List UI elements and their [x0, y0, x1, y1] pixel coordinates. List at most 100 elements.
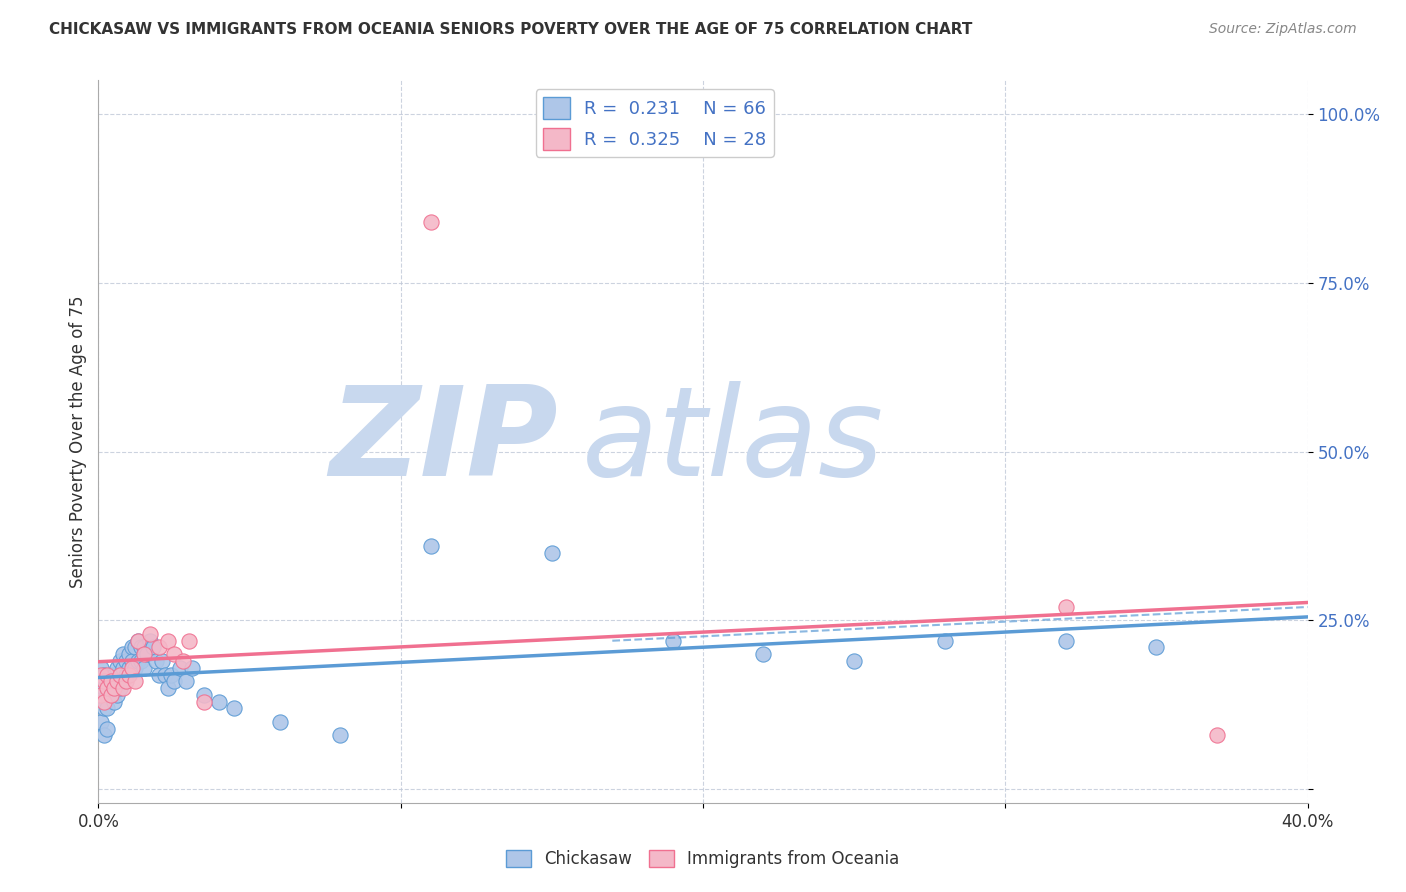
Point [193, 694, 215, 708]
Point [93, 667, 115, 681]
Point [105, 674, 128, 689]
Point [118, 667, 141, 681]
Point [420, 539, 443, 553]
Point [181, 661, 204, 675]
Point [179, 633, 201, 648]
Point [111, 681, 134, 695]
Point [127, 633, 149, 648]
Point [114, 667, 136, 681]
Point [269, 714, 291, 729]
Point [124, 661, 146, 675]
Legend: Chickasaw, Immigrants from Oceania: Chickasaw, Immigrants from Oceania [499, 843, 907, 875]
Point [121, 640, 143, 655]
Point [153, 667, 176, 681]
Point [160, 667, 183, 681]
Point [96, 674, 118, 689]
Point [108, 667, 131, 681]
Point [1206, 728, 1229, 742]
Point [156, 681, 179, 695]
Point [172, 654, 194, 668]
Point [100, 667, 122, 681]
Point [121, 654, 143, 668]
Point [93, 728, 115, 742]
Point [103, 681, 125, 695]
Point [111, 661, 134, 675]
Point [90, 681, 112, 695]
Point [96, 722, 118, 736]
Point [96, 701, 118, 715]
Point [661, 633, 683, 648]
Point [135, 647, 157, 661]
Point [127, 633, 149, 648]
Point [1144, 640, 1167, 655]
Point [752, 647, 775, 661]
Point [108, 654, 131, 668]
Point [90, 661, 112, 675]
Point [100, 688, 122, 702]
Point [114, 654, 136, 668]
Point [1054, 599, 1077, 614]
Point [150, 654, 173, 668]
Point [156, 633, 179, 648]
Point [420, 215, 443, 229]
Text: atlas: atlas [582, 381, 884, 502]
Point [121, 661, 143, 675]
Point [90, 667, 112, 681]
Point [208, 694, 231, 708]
Point [193, 688, 215, 702]
Point [148, 667, 170, 681]
Point [224, 701, 246, 715]
Point [90, 688, 112, 702]
Point [100, 674, 122, 689]
Point [111, 674, 134, 689]
Point [111, 647, 134, 661]
Point [132, 661, 155, 675]
Point [118, 661, 141, 675]
Point [103, 694, 125, 708]
Point [124, 640, 146, 655]
Point [103, 681, 125, 695]
Point [540, 546, 562, 560]
Point [108, 681, 131, 695]
Point [105, 661, 128, 675]
Point [105, 674, 128, 689]
Point [174, 674, 197, 689]
Text: Source: ZipAtlas.com: Source: ZipAtlas.com [1209, 22, 1357, 37]
Point [844, 654, 866, 668]
Point [129, 654, 152, 668]
Point [145, 654, 167, 668]
Text: CHICKASAW VS IMMIGRANTS FROM OCEANIA SENIORS POVERTY OVER THE AGE OF 75 CORRELAT: CHICKASAW VS IMMIGRANTS FROM OCEANIA SEN… [49, 22, 973, 37]
Point [105, 688, 128, 702]
Point [90, 714, 112, 729]
Point [139, 633, 162, 648]
Point [108, 667, 131, 681]
Point [1054, 633, 1077, 648]
Legend: R =  0.231    N = 66, R =  0.325    N = 28: R = 0.231 N = 66, R = 0.325 N = 28 [536, 89, 773, 157]
Point [118, 647, 141, 661]
Point [96, 688, 118, 702]
Point [142, 640, 165, 655]
Point [934, 633, 956, 648]
Point [139, 627, 162, 641]
Point [114, 674, 136, 689]
Point [132, 640, 155, 655]
Point [93, 694, 115, 708]
Point [129, 640, 152, 655]
Point [132, 647, 155, 661]
Point [103, 667, 125, 681]
Point [93, 701, 115, 715]
Y-axis label: Seniors Poverty Over the Age of 75: Seniors Poverty Over the Age of 75 [69, 295, 87, 588]
Point [93, 681, 115, 695]
Point [93, 674, 115, 689]
Point [169, 661, 191, 675]
Point [163, 647, 186, 661]
Text: ZIP: ZIP [329, 381, 558, 502]
Point [124, 674, 146, 689]
Point [148, 640, 170, 655]
Point [127, 654, 149, 668]
Point [163, 674, 186, 689]
Point [96, 667, 118, 681]
Point [100, 674, 122, 689]
Point [100, 688, 122, 702]
Point [96, 681, 118, 695]
